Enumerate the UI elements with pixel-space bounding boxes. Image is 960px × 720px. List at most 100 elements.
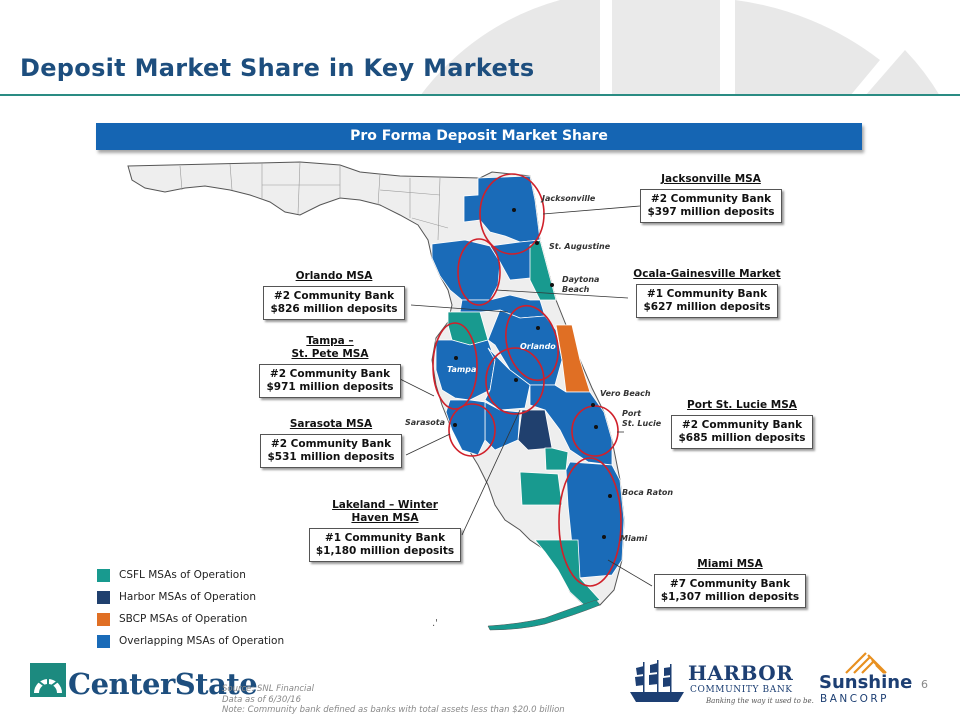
city-label-vero-beach: Vero Beach <box>600 389 651 398</box>
legend-swatch-overlap <box>97 634 110 648</box>
callout-deposits: $1,180 million deposits <box>315 545 455 557</box>
callout-rank: #2 Community Bank <box>270 438 392 450</box>
sunshine-logo-sub: BANCORP <box>820 693 889 705</box>
dot-daytona <box>550 283 554 287</box>
callout-box: #2 Community Bank $685 million deposits <box>671 415 813 449</box>
region-okeechobee <box>544 447 569 471</box>
callout-rank: #2 Community Bank <box>681 419 803 431</box>
callout-rank: #7 Community Bank <box>669 578 791 590</box>
city-label-tampa: Tampa <box>447 365 476 374</box>
legend-swatch-harbor <box>97 590 110 604</box>
city-label-daytona-1: Daytona <box>562 275 599 284</box>
callout-deposits: $826 million deposits <box>270 303 398 315</box>
dot-miami <box>602 535 606 539</box>
callout-deposits: $531 million deposits <box>267 451 395 463</box>
leader-orlando <box>410 304 509 313</box>
leader-jacksonville <box>542 205 641 215</box>
callout-tampa: Tampa – St. Pete MSA #2 Community Bank $… <box>252 335 408 398</box>
region-daytona <box>529 239 557 301</box>
legend-label: SBCP MSAs of Operation <box>119 613 248 625</box>
region-southeast <box>565 461 625 579</box>
city-label-miami: Miami <box>620 534 647 543</box>
callout-orlando: Orlando MSA #2 Community Bank $826 milli… <box>258 270 410 320</box>
harbor-logo-sub: COMMUNITY BANK <box>690 685 793 695</box>
callout-box: #2 Community Bank $826 million deposits <box>263 286 405 320</box>
leader-miami <box>607 559 653 587</box>
legend-label: Overlapping MSAs of Operation <box>119 635 285 647</box>
dot-boca <box>608 494 612 498</box>
section-banner: Pro Forma Deposit Market Share <box>96 123 862 150</box>
circle-miami <box>558 457 622 587</box>
dot-psl <box>594 425 598 429</box>
callout-box: #2 Community Bank $971 million deposits <box>259 364 401 398</box>
leader-sarasota <box>405 433 451 456</box>
city-label-port-1: Port <box>622 409 642 418</box>
dot-jacksonville <box>512 208 516 212</box>
florida-keys <box>487 599 601 631</box>
map-dot-marker: .' <box>432 618 438 629</box>
callout-box: #2 Community Bank $531 million deposits <box>260 434 402 468</box>
centerstate-logo-text: CenterState <box>68 667 258 701</box>
legend-item-harbor: Harbor MSAs of Operation <box>97 586 284 608</box>
callout-rank: #2 Community Bank <box>269 368 391 380</box>
dot-lakeland <box>514 378 518 382</box>
city-label-port-2: St. Lucie <box>622 419 662 428</box>
region-gainesville <box>431 239 501 301</box>
callout-rank: #2 Community Bank <box>650 193 772 205</box>
callout-port-st-lucie: Port St. Lucie MSA #2 Community Bank $68… <box>664 399 820 449</box>
callout-rank: #1 Community Bank <box>324 532 446 544</box>
footer-data-date: Data as of 6/30/16 <box>222 694 301 705</box>
callout-title-line1: Lakeland – Winter <box>332 499 438 511</box>
harbor-ship-icon <box>630 660 684 702</box>
city-label-boca-raton: Boca Raton <box>622 488 673 497</box>
page-title: Deposit Market Share in Key Markets <box>20 54 535 82</box>
footer-source: Source: SNL Financial <box>222 684 314 694</box>
callout-box: #1 Community Bank $1,180 million deposit… <box>308 528 462 562</box>
city-label-st-augustine: St. Augustine <box>549 242 611 251</box>
callout-title: Ocala-Gainesville Market <box>633 268 781 280</box>
callout-miami: Miami MSA #7 Community Bank $1,307 milli… <box>648 558 812 608</box>
sunshine-logo-name: Sunshine <box>819 672 913 693</box>
city-label-sarasota: Sarasota <box>405 418 445 427</box>
callout-title: Sarasota MSA <box>289 418 373 430</box>
footer-notes: Source: SNL Financial Data as of 6/30/16… <box>222 684 565 716</box>
callout-title: Port St. Lucie MSA <box>687 399 797 411</box>
city-label-orlando: Orlando <box>520 342 556 351</box>
circle-tampa <box>432 322 478 410</box>
callout-rank: #1 Community Bank <box>646 288 768 300</box>
page-number: 6 <box>921 678 928 691</box>
circle-polk <box>485 347 545 415</box>
callout-title: Jacksonville MSA <box>661 173 761 185</box>
callout-ocala-gainesville: Ocala-Gainesville Market #1 Community Ba… <box>628 268 786 318</box>
callout-lakeland: Lakeland – Winter Haven MSA #1 Community… <box>300 499 470 562</box>
callout-jacksonville: Jacksonville MSA #2 Community Bank $397 … <box>640 173 782 223</box>
title-divider <box>0 94 960 96</box>
leader-lakeland <box>461 409 521 536</box>
harbor-logo-name: HARBOR <box>688 661 794 685</box>
legend-swatch-sbcp <box>97 612 110 626</box>
legend-label: Harbor MSAs of Operation <box>119 591 257 603</box>
callout-box: #2 Community Bank $397 million deposits <box>640 189 782 223</box>
callout-title: Orlando MSA <box>295 270 373 282</box>
callout-deposits: $397 million deposits <box>647 206 775 218</box>
leader-tampa <box>397 377 435 397</box>
harbor-logo-tagline: Banking the way it used to be. <box>706 697 814 705</box>
leader-ocala <box>495 289 629 299</box>
region-jacksonville <box>463 175 541 243</box>
dot-tampa <box>454 356 458 360</box>
circle-port-st-lucie <box>571 405 619 457</box>
city-label-jacksonville: Jacksonville <box>540 194 596 203</box>
callout-title-line2: Haven MSA <box>351 512 419 524</box>
dot-sarasota <box>453 423 457 427</box>
legend-label: CSFL MSAs of Operation <box>119 569 246 581</box>
region-hendry <box>519 471 563 506</box>
callout-title-line1: Tampa – <box>306 335 354 347</box>
legend-item-sbcp: SBCP MSAs of Operation <box>97 608 284 630</box>
callout-rank: #2 Community Bank <box>273 290 395 302</box>
callout-deposits: $685 million deposits <box>678 432 806 444</box>
circle-sarasota <box>448 403 496 457</box>
callout-deposits: $971 million deposits <box>266 381 394 393</box>
centerstate-logo-icon <box>30 663 66 697</box>
city-label-daytona-2: Beach <box>562 285 590 294</box>
